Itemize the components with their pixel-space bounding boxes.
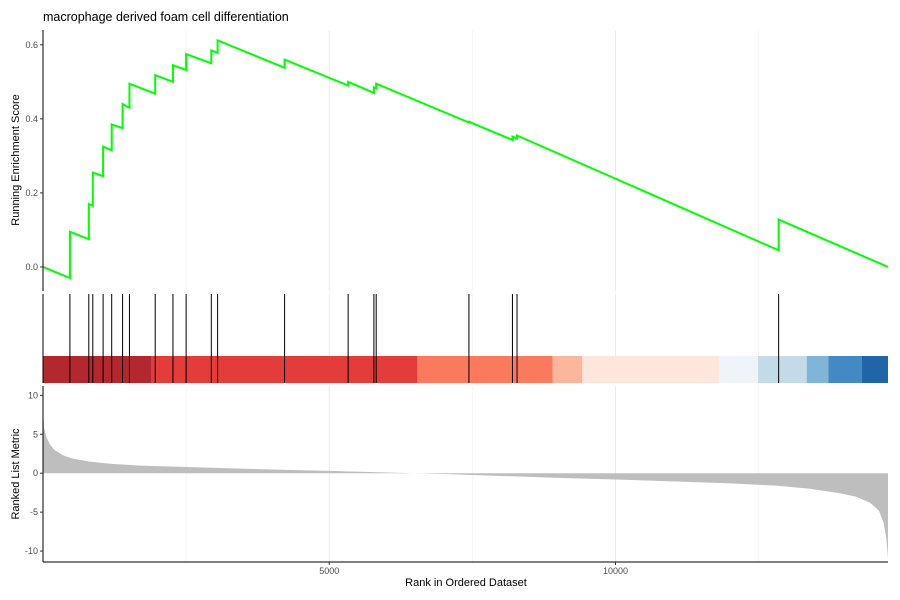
es-y-tick-label: 0.6 [25,40,38,50]
metric-y-tick-label: 0 [33,468,38,478]
es-y-tick-label: 0.0 [25,262,38,272]
metric-y-axis-title: Ranked List Metric [10,428,22,520]
metric-y-ticks: 10 5 0 -5 -10 [25,390,43,556]
heatmap-segment [417,356,553,383]
grid [185,30,760,562]
metric-y-tick-label: -5 [30,507,38,517]
heatmap-segment [806,356,829,383]
x-ticks: 5000 10000 [319,562,628,576]
es-y-ticks: 0.0 0.2 0.4 0.6 [25,40,43,272]
metric-y-tick-label: -10 [25,546,38,556]
es-series-line [42,38,889,280]
metric-area [43,410,888,559]
heatmap-segment [758,356,807,383]
heatmap-segment [582,356,720,383]
es-curve [42,38,889,280]
heatmap-segment [861,356,888,383]
hit-ticks [69,294,780,383]
heatmap-segment [43,356,152,383]
es-y-axis-title: Running Enrichment Score [10,94,22,225]
metric-y-tick-label: 10 [28,390,38,400]
ranked-metric-area [43,410,888,559]
x-tick-label: 10000 [603,566,628,576]
chart-title: macrophage derived foam cell differentia… [43,10,289,24]
heatmap-segment [552,356,583,383]
heatmap-segment [719,356,759,383]
heatmap [43,356,888,383]
es-y-tick-label: 0.2 [25,188,38,198]
es-y-tick-label: 0.4 [25,114,38,124]
x-axis-title: Rank in Ordered Dataset [405,577,527,589]
x-tick-label: 5000 [319,566,339,576]
heatmap-segment [828,356,862,383]
metric-y-tick-label: 5 [33,429,38,439]
